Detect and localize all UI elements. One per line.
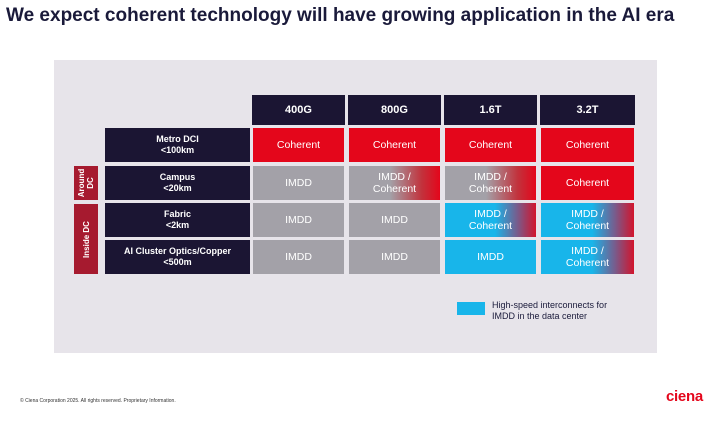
group-label-around-dc: Around DC [74, 166, 98, 200]
matrix-cell: IMDD [253, 240, 344, 274]
matrix-cell: IMDD / Coherent [445, 166, 536, 200]
row-label-campus: Campus <20km [105, 166, 250, 200]
matrix-cell-text: Coherent [565, 257, 610, 269]
row-label-name: AI Cluster Optics/Copper [123, 246, 231, 256]
matrix-cell: IMDD / Coherent [349, 166, 440, 200]
row-label-distance: <100km [160, 145, 195, 155]
legend-line: IMDD in the data center [492, 311, 588, 321]
group-label-inside-dc: Inside DC [74, 204, 98, 274]
matrix-cell: Coherent [349, 128, 440, 162]
matrix-cell-text: IMDD / [378, 171, 411, 183]
matrix-cell-text: IMDD [477, 251, 504, 263]
matrix-cell-text: IMDD [285, 214, 312, 226]
matrix-cell-text: IMDD [285, 177, 312, 189]
matrix-cell: Coherent [445, 128, 536, 162]
column-header-400g: 400G [252, 95, 345, 125]
row-label-distance: <20km [163, 183, 192, 193]
matrix-cell-text: Coherent [372, 139, 417, 151]
matrix-cell: IMDD [349, 240, 440, 274]
ciena-logo: ciena [666, 388, 703, 405]
matrix-cell-text: Coherent [468, 139, 513, 151]
matrix-cell: IMDD [445, 240, 536, 274]
matrix-cell: Coherent [541, 128, 634, 162]
matrix-cell-text: IMDD / [474, 171, 507, 183]
matrix-cell-text: Coherent [468, 183, 513, 195]
matrix-cell: IMDD / Coherent [445, 203, 536, 237]
group-label-text: Inside DC [81, 220, 91, 258]
matrix-cell-text: Coherent [276, 139, 321, 151]
matrix-cell-text: Coherent [372, 183, 417, 195]
legend-swatch [457, 302, 485, 315]
row-label-distance: <500m [163, 257, 192, 267]
row-label-name: Campus [159, 172, 196, 182]
matrix-cell: IMDD [253, 203, 344, 237]
row-label-name: Metro DCI [156, 134, 199, 144]
legend-line: High-speed interconnects for [492, 300, 608, 310]
row-label-metro-dci: Metro DCI <100km [105, 128, 250, 162]
matrix-cell-text: Coherent [565, 220, 610, 232]
matrix-cell: IMDD [349, 203, 440, 237]
copyright-footer: © Ciena Corporation 2025. All rights res… [20, 398, 176, 404]
matrix-cell: Coherent [541, 166, 634, 200]
matrix-cell-text: IMDD / [474, 208, 507, 220]
legend-text: High-speed interconnects for IMDD in the… [492, 300, 662, 322]
column-header-1-6t: 1.6T [444, 95, 537, 125]
matrix-cell-text: IMDD [285, 251, 312, 263]
matrix-cell-text: Coherent [468, 220, 513, 232]
matrix-cell-text: IMDD [381, 214, 408, 226]
matrix-cell: IMDD / Coherent [541, 240, 634, 274]
matrix-cell-text: Coherent [565, 177, 610, 189]
row-label-ai-cluster: AI Cluster Optics/Copper <500m [105, 240, 250, 274]
matrix-cell-text: IMDD [381, 251, 408, 263]
column-header-800g: 800G [348, 95, 441, 125]
row-label-fabric: Fabric <2km [105, 203, 250, 237]
row-label-name: Fabric [163, 209, 191, 219]
matrix-cell-text: IMDD / [571, 245, 604, 257]
matrix-cell-text: IMDD / [571, 208, 604, 220]
group-label-text: Around DC [77, 168, 95, 198]
matrix-cell: IMDD / Coherent [541, 203, 634, 237]
page-title: We expect coherent technology will have … [6, 5, 675, 26]
matrix-cell-text: Coherent [565, 139, 610, 151]
matrix-cell: Coherent [253, 128, 344, 162]
row-label-distance: <2km [165, 220, 190, 230]
matrix-cell: IMDD [253, 166, 344, 200]
column-header-3-2t: 3.2T [540, 95, 635, 125]
